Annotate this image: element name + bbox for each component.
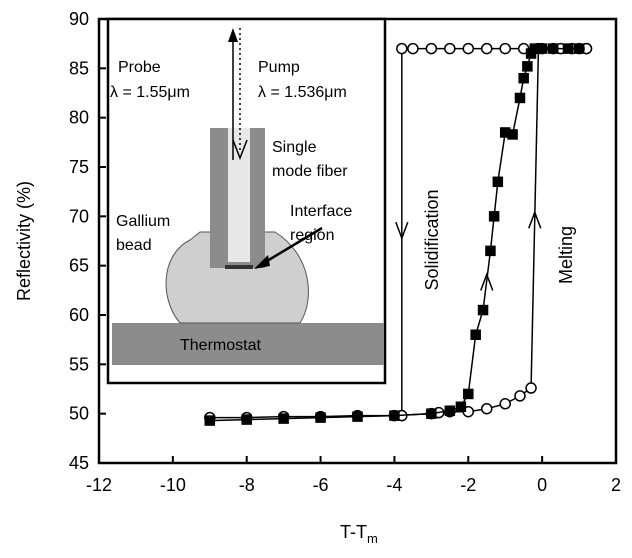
- y-tick-label: 85: [69, 58, 89, 78]
- data-point: [525, 382, 537, 394]
- pump-label: Pump: [258, 59, 300, 76]
- x-axis-label: T-Tm: [340, 522, 378, 546]
- thermostat-label: Thermostat: [180, 337, 261, 354]
- data-point: [315, 412, 326, 423]
- x-tick-label: -12: [86, 475, 112, 495]
- x-axis-label-main: T-T: [340, 522, 367, 542]
- data-point: [396, 42, 408, 55]
- data-point: [562, 43, 574, 54]
- data-point: [485, 245, 496, 257]
- data-point: [547, 43, 559, 54]
- x-tick-label: -4: [386, 475, 402, 495]
- y-tick-label: 65: [69, 256, 89, 276]
- interface-pointer-head: [254, 255, 270, 269]
- data-point: [499, 42, 511, 55]
- x-tick-label: -10: [160, 475, 186, 495]
- interface-label: Interface: [290, 203, 352, 220]
- annotation: Melting: [556, 226, 576, 284]
- data-point: [425, 42, 438, 55]
- fiber-core: [228, 128, 250, 262]
- bead-label: bead: [116, 237, 152, 254]
- data-point: [426, 408, 437, 419]
- direction-arrow: [528, 210, 542, 229]
- data-point: [488, 211, 500, 222]
- data-point: [204, 415, 216, 426]
- data-point: [444, 405, 456, 416]
- y-tick-label: 90: [69, 9, 89, 29]
- data-point: [507, 129, 518, 140]
- bead-label: Gallium: [116, 213, 170, 230]
- y-tick-label: 45: [69, 453, 89, 473]
- x-tick-label: -8: [239, 475, 255, 495]
- direction-arrow: [395, 221, 409, 241]
- data-point: [477, 304, 489, 316]
- probe-label: Probe: [118, 59, 161, 76]
- y-tick-label: 75: [69, 157, 89, 177]
- data-point: [278, 413, 289, 424]
- y-tick-label: 80: [69, 108, 89, 128]
- fiber-label: Single: [272, 139, 317, 156]
- x-tick-label: 2: [611, 475, 621, 495]
- data-point: [481, 42, 493, 55]
- data-point: [514, 390, 526, 402]
- data-point: [352, 411, 363, 422]
- thermostat-block: [112, 323, 384, 365]
- data-point: [241, 414, 252, 425]
- probe-arrowhead: [228, 28, 238, 42]
- data-point: [514, 92, 526, 104]
- data-point: [455, 401, 467, 413]
- data-point: [573, 43, 585, 54]
- data-point: [463, 388, 474, 400]
- y-axis-label: Reflectivity (%): [14, 181, 34, 301]
- y-tick-label: 55: [69, 354, 89, 374]
- x-tick-label: 0: [537, 475, 547, 495]
- annotation: Solidification: [422, 189, 442, 290]
- data-point: [536, 43, 548, 54]
- data-point: [518, 72, 529, 84]
- inset: Probe λ = 1.55μm Pump λ = 1.536μm Single…: [106, 17, 387, 385]
- x-tick-label: -2: [460, 475, 476, 495]
- probe-wavelength: λ = 1.55μm: [110, 84, 190, 101]
- y-tick-label: 60: [69, 305, 89, 325]
- data-point: [444, 42, 456, 55]
- x-tick-label: -6: [313, 475, 329, 495]
- x-axis-label-sub: m: [367, 531, 378, 546]
- data-point: [462, 42, 475, 55]
- data-point: [470, 329, 481, 340]
- pump-wavelength: λ = 1.536μm: [258, 84, 347, 101]
- y-tick-label: 70: [69, 206, 89, 226]
- interface-pointer: [261, 226, 323, 266]
- pump-arrowhead: [232, 139, 248, 161]
- data-point: [522, 61, 533, 72]
- y-tick-label: 50: [69, 404, 89, 424]
- fiber-label: mode fiber: [272, 163, 348, 180]
- data-point: [492, 176, 504, 188]
- data-point: [407, 42, 419, 55]
- data-point: [389, 410, 400, 421]
- gallium-bead: [165, 231, 309, 324]
- direction-arrow: [480, 272, 494, 291]
- data-point: [499, 398, 511, 410]
- interface-layer: [225, 265, 253, 269]
- interface-label: region: [290, 227, 334, 244]
- data-point: [481, 402, 493, 415]
